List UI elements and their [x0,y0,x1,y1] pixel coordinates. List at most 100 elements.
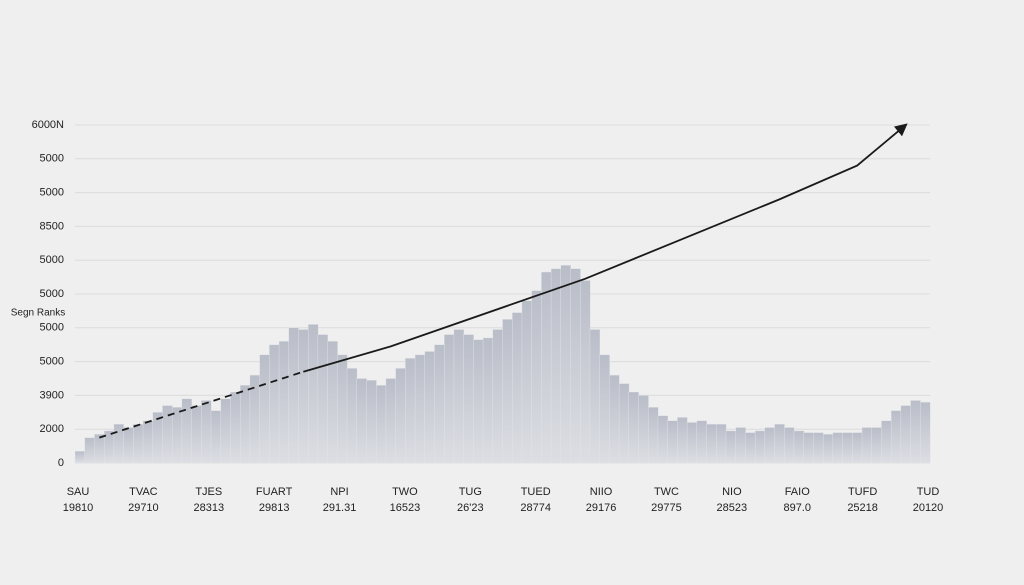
bar [686,422,698,464]
x-tick-label: FUART [256,486,293,498]
x-tick-label: SAU [67,486,90,498]
bar [239,385,251,464]
bar [317,334,329,464]
bar [803,432,814,464]
x-tick-label: TUED [521,486,551,498]
bar [541,271,552,464]
bar [259,354,270,464]
bar [94,434,105,464]
bar [84,437,95,464]
bar [434,344,445,464]
x-tick-code: 19810 [63,502,94,514]
bar [463,334,474,464]
y-tick-label: 5000 [40,322,64,334]
bar [638,395,649,464]
bar [609,374,620,464]
bar [618,383,630,464]
x-tick-code: 20120 [913,502,944,514]
bar [74,450,86,464]
bar [201,400,212,464]
x-tick-label: TVAC [129,486,158,498]
y-tick-label: 5000 [40,356,64,368]
bar [152,412,163,464]
bar [521,300,533,464]
bar [813,432,824,464]
bar [346,368,358,464]
bar [852,432,863,464]
x-tick-label: TUD [917,486,940,498]
bar [628,391,640,464]
bar [220,398,231,464]
bar [502,319,513,464]
bar [861,427,873,464]
bar [405,358,416,464]
y-tick-label: 6000N [32,119,64,131]
x-tick-label: NPI [330,486,348,498]
bar [890,410,902,464]
x-tick-code: 29775 [651,502,682,514]
x-tick-code: 29176 [586,502,617,514]
bar [900,405,912,464]
bar [191,405,202,464]
bar [366,379,377,464]
bar [793,430,805,464]
bar [648,407,659,464]
y-tick-label: 5000 [40,153,64,165]
x-tick-code: 25218 [847,502,878,514]
y-tick-label: 8500 [40,220,64,232]
x-tick-code: 26'23 [457,502,484,514]
bar [832,432,844,464]
x-tick-label: FAIO [785,486,811,498]
bar [395,368,406,464]
bar [842,432,853,464]
bar [667,420,678,464]
x-tick-label: TUFD [848,486,877,498]
bar [356,378,367,464]
bar [414,354,426,464]
bar [142,420,154,464]
bar [327,341,338,464]
x-tick-label: TWC [654,486,679,498]
bar [725,430,737,464]
bar [298,329,309,464]
y-tick-label: 5000 [40,288,64,300]
bar [754,430,766,464]
bar [589,329,601,464]
bar [181,398,193,464]
bar [133,423,144,464]
y-tick-label: 5000 [40,254,64,266]
x-tick-label: TJES [195,486,222,498]
bar [307,324,319,464]
bar [288,327,299,464]
bar [560,265,572,464]
bar [278,341,290,464]
y-tick-label: 2000 [40,423,64,435]
bar [696,420,708,464]
bar [735,427,746,464]
bar [424,351,435,464]
bar [512,312,523,464]
bar [706,423,717,464]
bar [784,427,795,464]
bar [482,337,494,464]
bar [580,280,591,464]
x-tick-code: 291.31 [323,502,357,514]
bar [210,410,222,464]
bar [550,268,562,464]
x-tick-code: 16523 [390,502,421,514]
bar [764,427,776,464]
bar [774,423,785,464]
bar [444,334,455,464]
bar [492,329,503,464]
bar [871,427,882,464]
bar [570,268,581,464]
x-tick-label: TUG [459,486,482,498]
x-tick-code: 28313 [193,502,224,514]
y-tick-label: 3900 [40,389,64,401]
bar [677,417,688,464]
bar [375,385,387,464]
bar [745,432,756,464]
x-tick-code: 29710 [128,502,159,514]
trend-line [303,123,908,373]
